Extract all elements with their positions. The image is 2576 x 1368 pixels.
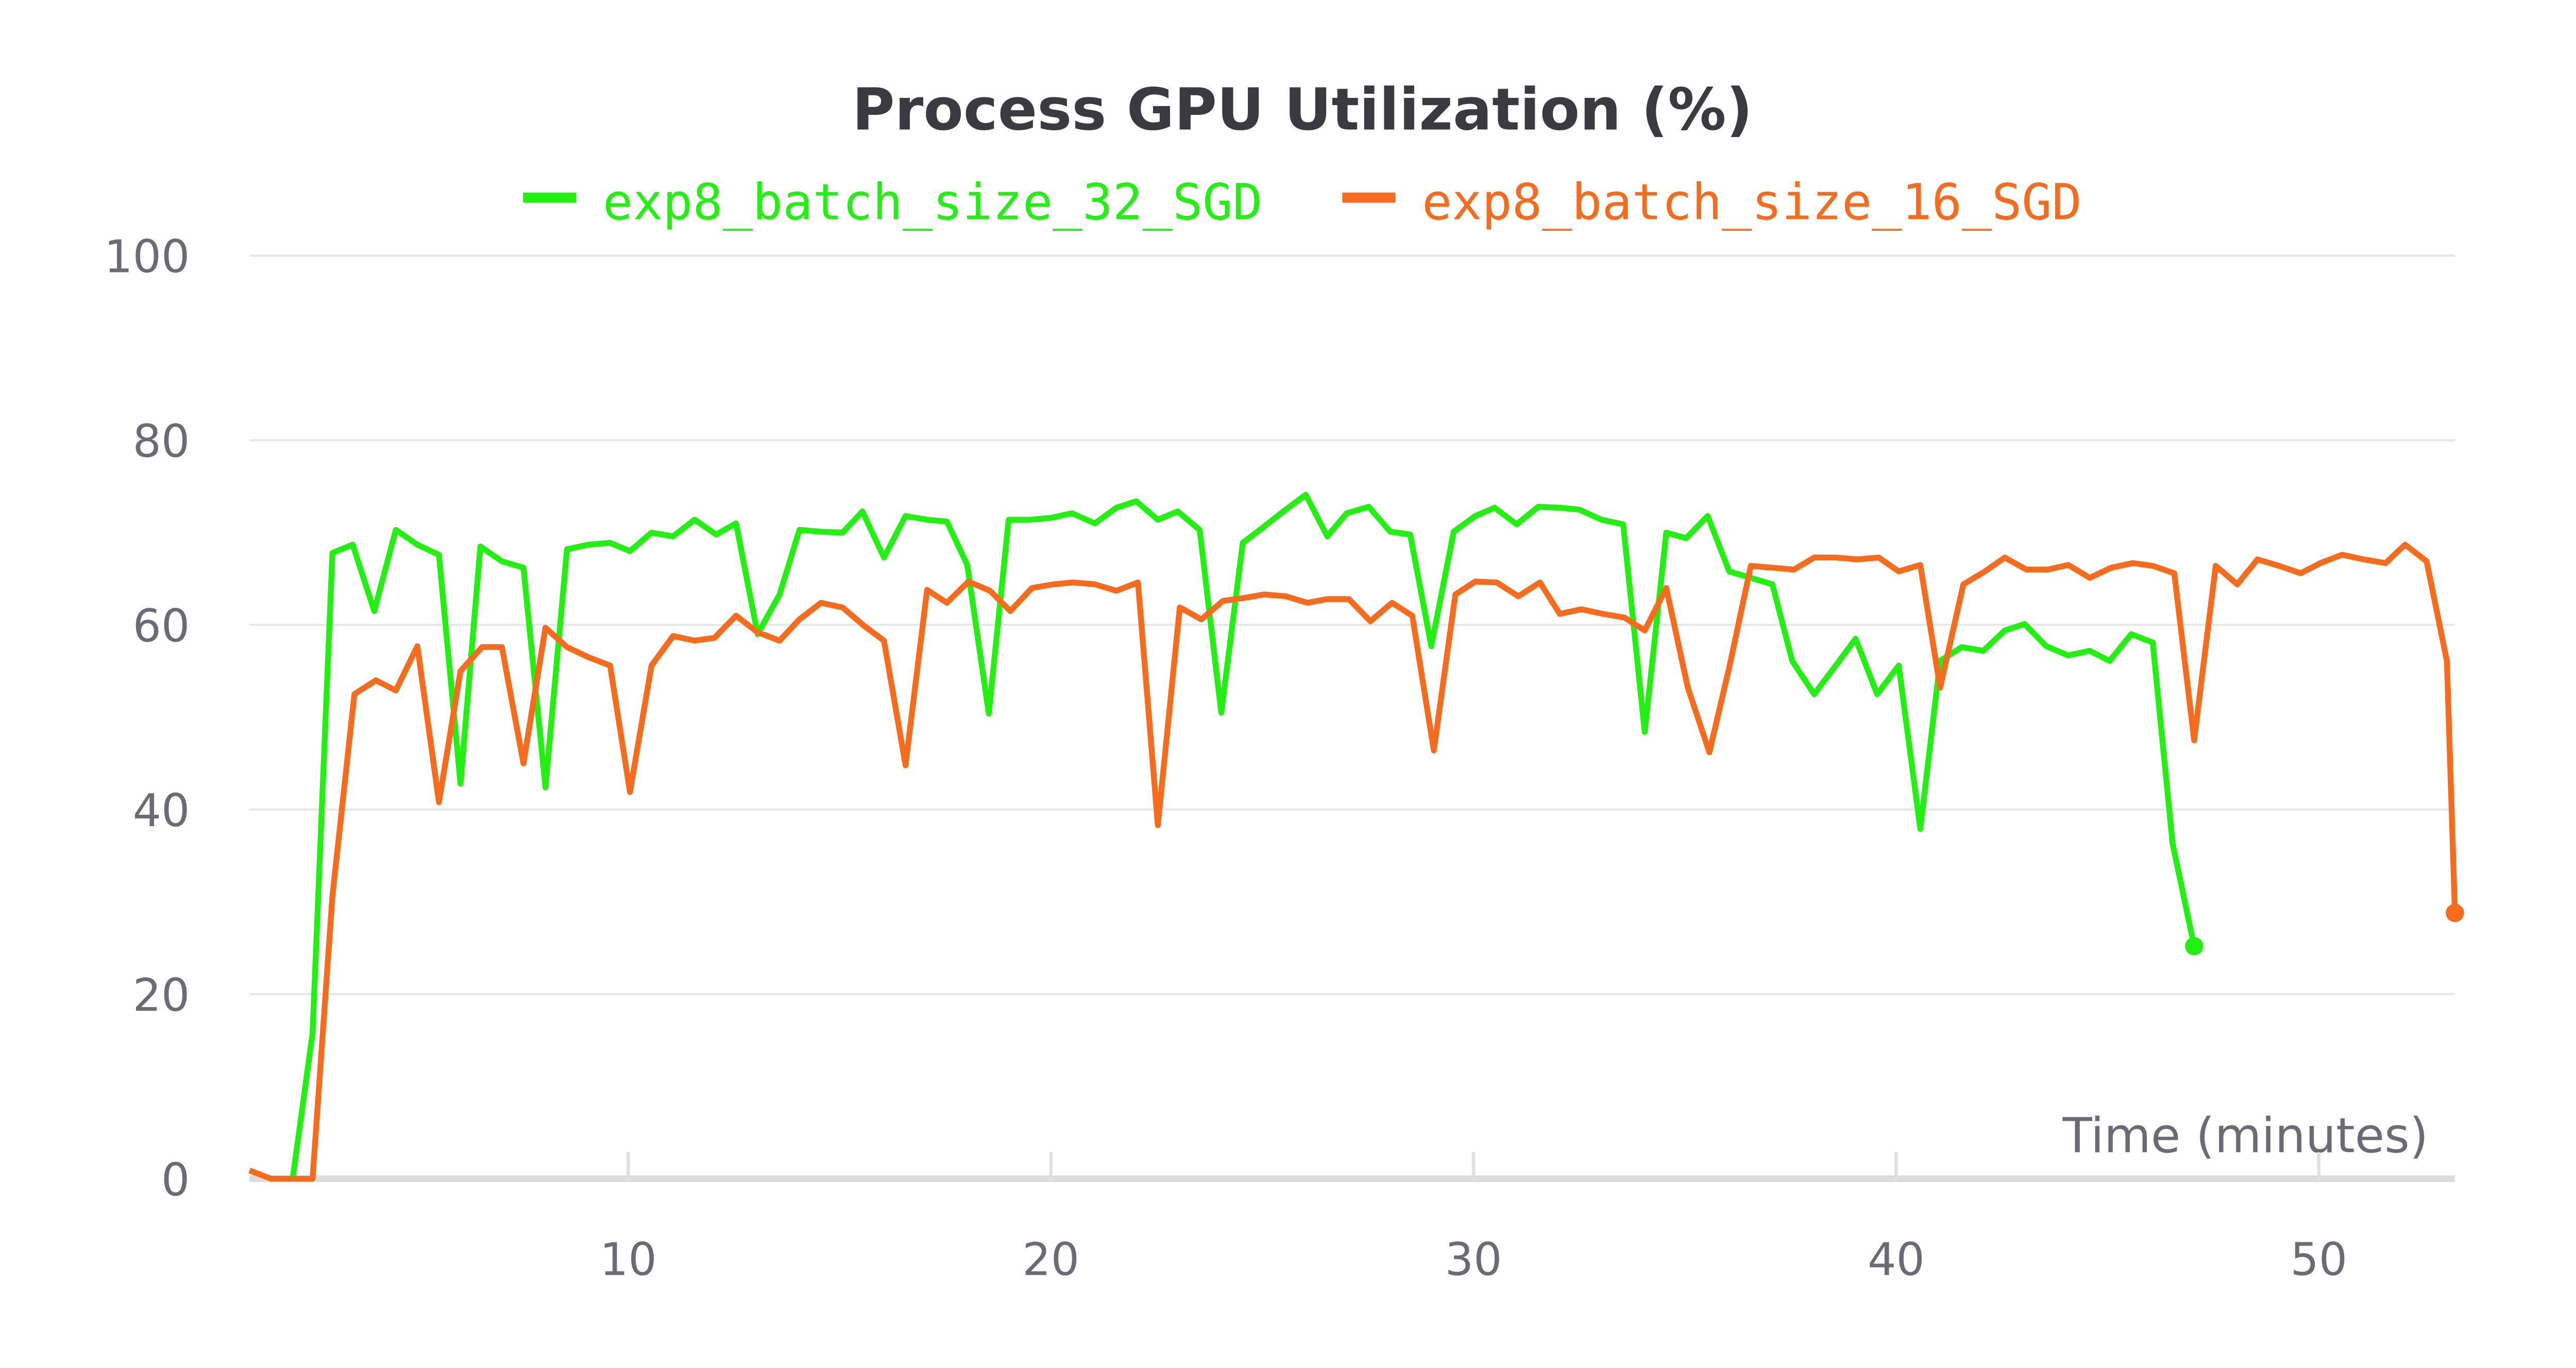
x-tick-label: 50 [2290,1233,2347,1286]
y-tick-label: 100 [104,231,190,283]
legend-label: exp8_batch_size_16_SGD [1422,173,2082,231]
series-end-dot [2185,937,2204,955]
x-tick-label: 20 [1022,1233,1079,1286]
x-axis-label: Time (minutes) [2062,1108,2429,1164]
x-tick-label: 10 [600,1233,657,1286]
y-tick-label: 60 [133,600,190,652]
y-tick-label: 40 [133,784,190,837]
series-line [248,541,2458,1182]
y-tick-label: 20 [133,969,190,1021]
legend-label: exp8_batch_size_32_SGD [603,173,1263,231]
x-tick-label: 40 [1868,1233,1925,1286]
x-tick-label: 30 [1445,1233,1502,1286]
y-tick-label: 0 [161,1154,190,1206]
chart-title: Process GPU Utilization (%) [852,75,1753,143]
y-tick-label: 80 [133,415,190,468]
series-end-dot [2446,903,2464,922]
series-line [290,491,2197,1179]
